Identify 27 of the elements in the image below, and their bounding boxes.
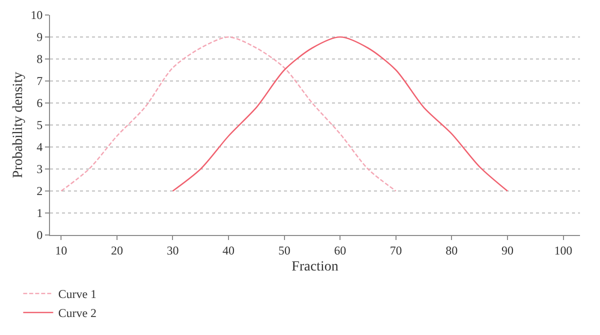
y-tick-label: 3 xyxy=(36,162,43,176)
x-tick-label: 90 xyxy=(501,243,514,258)
x-tick-label: 20 xyxy=(110,243,123,258)
x-tick-label: 80 xyxy=(446,243,458,258)
x-tick-label: 70 xyxy=(390,243,402,258)
y-tick-label: 6 xyxy=(36,96,43,110)
y-tick-label: 5 xyxy=(36,118,43,132)
line-series xyxy=(172,36,508,192)
y-tick-label: 4 xyxy=(36,140,43,154)
x-tick-label: 30 xyxy=(166,243,179,258)
y-tick-label: 1 xyxy=(36,206,43,220)
x-tick-label: 50 xyxy=(278,243,290,258)
x-tick-label: 40 xyxy=(222,243,235,258)
y-tick-label: 10 xyxy=(30,8,43,22)
y-axis-title: Probability density xyxy=(11,72,26,178)
legend-label: Curve 2 xyxy=(58,306,97,320)
x-tick-label: 60 xyxy=(334,243,346,258)
y-tick-label: 2 xyxy=(36,184,43,198)
y-tick-label: 9 xyxy=(36,30,43,44)
line-series xyxy=(60,36,397,192)
x-tick-label: 10 xyxy=(55,243,68,258)
y-tick-label: 8 xyxy=(36,52,43,66)
x-axis-title: Fraction xyxy=(292,260,338,275)
legend-label: Curve 1 xyxy=(58,287,97,302)
y-tick-label: 7 xyxy=(36,74,43,88)
x-tick-label: 100 xyxy=(554,243,572,258)
y-tick-label: 0 xyxy=(36,228,43,242)
